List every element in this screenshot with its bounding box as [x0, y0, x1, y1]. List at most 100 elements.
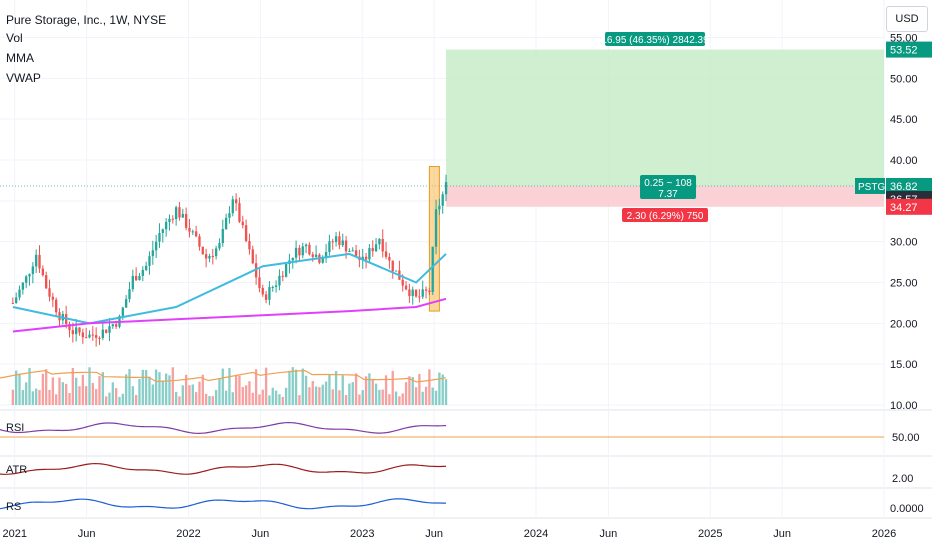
volume-bar — [248, 381, 251, 405]
currency-button[interactable]: USD — [886, 6, 928, 32]
volume-bar — [358, 394, 361, 405]
legend-vol[interactable]: Vol — [6, 31, 23, 45]
volume-bar — [78, 386, 81, 405]
candle-body — [271, 287, 274, 289]
candle-body — [18, 289, 21, 298]
candle-body — [184, 213, 188, 228]
candle-body — [191, 231, 194, 233]
volume-bar — [264, 367, 268, 405]
candle-body — [311, 254, 314, 257]
volume-bar — [391, 370, 394, 405]
volume-bar — [84, 386, 88, 405]
candle-body — [374, 244, 378, 252]
candle-body — [51, 296, 55, 300]
rsi-tick: 50.00 — [892, 432, 920, 444]
candle-body — [208, 256, 211, 259]
candle-body — [194, 231, 198, 237]
candle-body — [241, 221, 244, 226]
stop-price-label: 34.27 — [890, 202, 918, 214]
volume-bar — [18, 373, 21, 405]
volume-bar — [181, 385, 184, 405]
volume-bar — [161, 380, 164, 405]
volume-bar — [384, 375, 388, 405]
volume-bar — [134, 394, 138, 405]
time-tick-label: Jun — [599, 528, 617, 540]
candle-body — [348, 251, 351, 253]
candle-body — [101, 329, 104, 338]
volume-bar — [444, 379, 448, 405]
rs-label: RS — [6, 501, 21, 513]
candle-body — [88, 334, 91, 338]
candle-body — [434, 209, 438, 247]
candle-body — [71, 330, 74, 335]
volume-bar — [311, 381, 314, 405]
volume-bar — [354, 373, 358, 405]
volume-bar — [308, 387, 311, 405]
candle-body — [81, 332, 84, 338]
candle-body — [314, 254, 318, 257]
volume-bar — [74, 377, 78, 405]
candle-body — [371, 248, 374, 252]
volume-bar — [414, 387, 418, 405]
candle-body — [258, 277, 261, 288]
volume-ma-line — [0, 369, 447, 383]
candle-body — [301, 246, 304, 256]
candle-body — [41, 268, 45, 276]
volume-bar — [91, 382, 94, 405]
candle-body — [94, 335, 98, 338]
candle-body — [98, 337, 101, 339]
price-tick-label: 45.00 — [890, 114, 918, 126]
volume-bar — [411, 377, 414, 405]
candle-body — [331, 241, 334, 243]
candle-body — [344, 240, 348, 252]
candle-body — [68, 324, 71, 331]
price-tick-label: 10.00 — [890, 400, 918, 412]
candle-body — [338, 236, 341, 246]
volume-bar — [124, 374, 128, 405]
legend-mma[interactable]: MMA — [6, 51, 34, 65]
volume-bar — [198, 381, 201, 405]
volume-bar — [178, 396, 181, 405]
volume-bar — [238, 375, 241, 405]
candle-body — [104, 329, 108, 333]
volume-bar — [274, 390, 278, 405]
candle-body — [204, 254, 208, 259]
volume-bar — [141, 369, 144, 405]
volume-bar — [344, 394, 348, 405]
time-tick-label: 2023 — [350, 528, 374, 540]
volume-bar — [291, 367, 294, 405]
volume-bar — [111, 382, 114, 405]
volume-bar — [281, 396, 284, 405]
candle-body — [421, 289, 424, 297]
volume-bar — [348, 383, 351, 405]
candle-body — [308, 244, 311, 255]
volume-bar — [371, 379, 374, 405]
volume-bar — [28, 367, 31, 405]
volume-bar — [278, 394, 281, 405]
volume-bar — [401, 393, 404, 405]
volume-bar — [174, 391, 178, 405]
candle-body — [368, 248, 371, 260]
volume-bar — [284, 387, 288, 405]
candle-body — [151, 250, 154, 257]
candle-body — [401, 279, 404, 286]
volume-bar — [328, 374, 331, 405]
candle-body — [48, 288, 51, 297]
volume-bar — [301, 368, 304, 405]
stop-price-label-bg — [886, 198, 932, 215]
candle-body — [174, 207, 178, 220]
volume-bar — [11, 389, 15, 405]
candle-body — [274, 285, 278, 288]
time-tick-label: Jun — [78, 528, 96, 540]
volume-bar — [428, 369, 431, 405]
candle-body — [211, 256, 214, 258]
legend-vwap[interactable]: VWAP — [6, 71, 41, 85]
volume-bar — [21, 389, 25, 405]
candle-body — [248, 241, 251, 250]
volume-bar — [128, 369, 131, 405]
volume-bar — [194, 392, 198, 405]
volume-bar — [15, 370, 18, 405]
volume-bar — [104, 396, 108, 405]
volume-bar — [374, 383, 378, 405]
